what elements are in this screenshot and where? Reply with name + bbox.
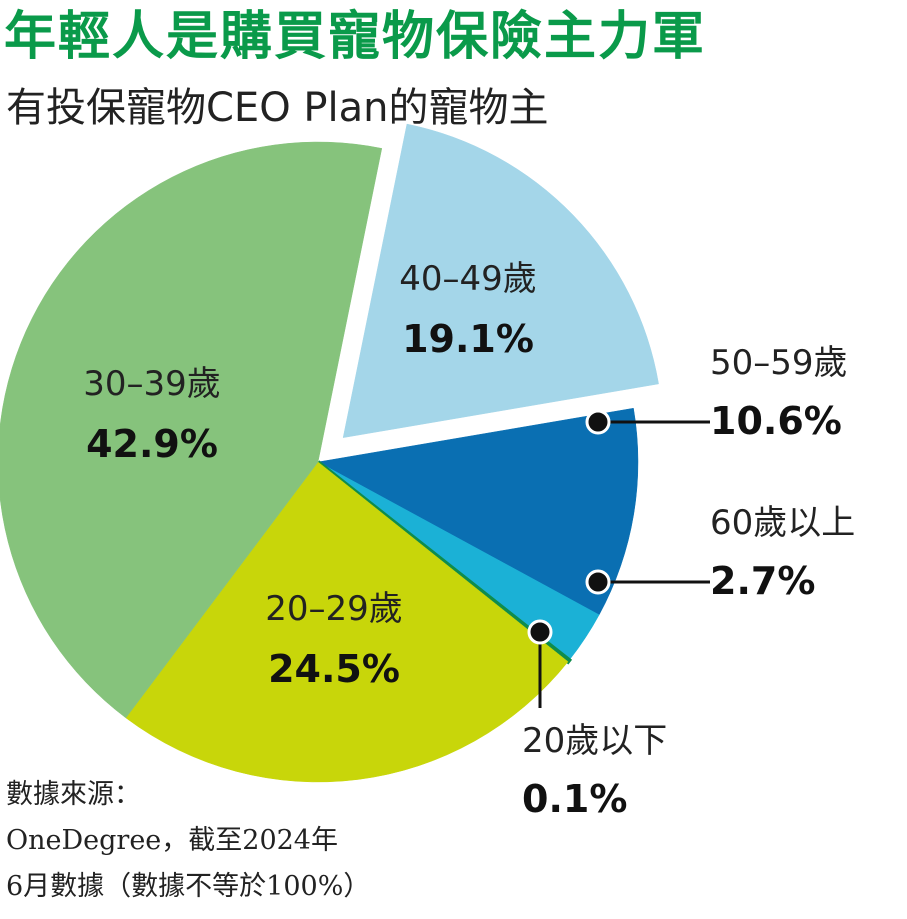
leader-dot (585, 569, 611, 595)
leader-lines (527, 409, 710, 708)
slice-category-label: 30–39歲 (83, 364, 221, 404)
pie-slice-5 (0, 141, 383, 719)
chart-subtitle: 有投保寵物CEO Plan的寵物主 (6, 85, 549, 131)
slice-value-label: 0.1% (522, 777, 627, 821)
slice-category-label: 40–49歲 (399, 259, 537, 299)
slice-value-label: 42.9% (86, 422, 218, 466)
source-line-3: 6月數據（數據不等於100%） (6, 871, 371, 902)
source-note: 數據來源： OneDegree，截至2024年 6月數據（數據不等於100%） (6, 772, 370, 910)
slice-value-label: 19.1% (402, 317, 534, 361)
slice-category-label: 60歲以上 (710, 503, 855, 543)
pie-slice-1 (317, 407, 639, 616)
slice-value-label: 24.5% (268, 647, 400, 691)
slice-category-label: 20–29歲 (265, 589, 403, 629)
pie-slice-4 (125, 461, 569, 783)
slice-category-label: 20歲以下 (522, 721, 667, 761)
pie-slice-0 (342, 123, 659, 438)
leader-dot (527, 619, 553, 645)
slice-value-label: 2.7% (710, 559, 815, 603)
source-line-2: OneDegree，截至2024年 (6, 825, 338, 856)
slice-value-label: 10.6% (710, 399, 842, 443)
source-line-1: 數據來源： (6, 779, 141, 810)
slice-labels: 40–49歲 19.1% 50–59歲 10.6% 60歲以上 2.7% 20歲以下 0.1%… (83, 259, 855, 821)
chart-title: 年輕人是購買寵物保險主力軍 (4, 7, 707, 67)
slice-category-label: 50–59歲 (710, 343, 848, 383)
leader-dot (585, 409, 611, 435)
pie-slices (0, 123, 659, 783)
